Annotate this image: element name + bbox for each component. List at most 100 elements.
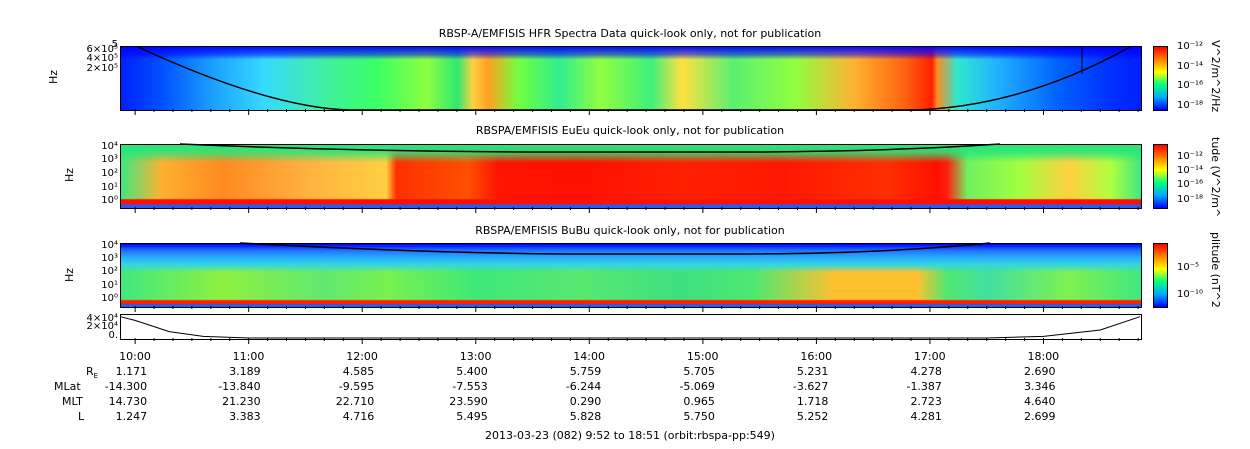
- panel1-xticks: [134, 109, 1139, 115]
- ephem-value: 4.281: [910, 410, 942, 423]
- ephem-value: 0.965: [683, 395, 715, 408]
- panel2-xticks: [134, 207, 1139, 213]
- panel1-cbar-label: V^2/m^2/Hz: [1209, 40, 1222, 113]
- ephem-label-re: RE: [86, 365, 99, 381]
- ephem-value: 22.710: [335, 395, 375, 408]
- ephem-value: -3.627: [792, 380, 829, 393]
- panel1-spectrogram: [120, 46, 1142, 111]
- panel1-cbar-tick: 10⁻¹⁴: [1177, 61, 1204, 72]
- panel3-colorbar: [1153, 243, 1168, 308]
- panel2-cbar-label: tude (V^2/m^: [1209, 137, 1222, 218]
- panel2-ytick: 10²: [101, 168, 118, 179]
- panel4-ytick: 2×10⁴: [86, 321, 118, 332]
- panel3-title: RBSPA/EMFISIS BuBu quick-look only, not …: [475, 224, 785, 237]
- panel2-ytick: 10³: [101, 154, 118, 165]
- ephem-value: 21.230: [222, 395, 261, 408]
- ephem-value: -6.244: [565, 380, 602, 393]
- x-tick-label: 13:00: [459, 350, 492, 363]
- panel4-series-line: [120, 316, 1141, 339]
- ephem-value: 2.699: [1023, 410, 1056, 423]
- panel4-xticks: [134, 338, 1139, 344]
- panel4-ytick: 4×10⁴: [86, 313, 118, 324]
- panel4-line-chart: [120, 316, 1141, 339]
- ephem-label-mlat: MLat: [54, 380, 81, 393]
- panel3-ytick: 10⁴: [101, 240, 118, 251]
- panel1-ytick: 2×10⁵: [86, 63, 118, 74]
- panel1-cbar-tick: 10⁻¹⁸: [1177, 100, 1204, 111]
- ephem-value: 23.590: [449, 395, 488, 408]
- ephem-value: 0.290: [569, 395, 602, 408]
- panel2-colorbar: [1153, 144, 1168, 209]
- panel1-ytick: 4×10⁵: [86, 53, 118, 64]
- panel3-ytick: 10¹: [101, 280, 118, 291]
- panel1-cbar-tick: 10⁻¹²: [1177, 41, 1204, 52]
- ephem-value: 1.171: [115, 365, 148, 378]
- x-tick-label: 15:00: [686, 350, 719, 363]
- ephem-label-l: L: [78, 410, 85, 423]
- ephem-value: 14.730: [108, 395, 148, 408]
- panel3-ytick: 10³: [101, 253, 118, 264]
- ephem-value: 1.718: [796, 395, 829, 408]
- panel4-ytick: 0.: [108, 330, 118, 341]
- panel3-cbar-tick: 10⁻⁵: [1177, 262, 1200, 273]
- panel1-plasma-line: [137, 46, 1131, 111]
- ephem-value: -14.300: [104, 380, 148, 393]
- ephem-value: 4.640: [1023, 395, 1056, 408]
- panel2-cbar-tick: 10⁻¹²: [1177, 151, 1204, 162]
- ephem-value: 2.690: [1023, 365, 1056, 378]
- panel1-ytick: 5: [111, 39, 118, 50]
- panel1-cbar-tick: 10⁻¹⁶: [1177, 80, 1204, 91]
- ephem-value: 4.585: [342, 365, 375, 378]
- panel1-overlay: [137, 46, 1131, 111]
- ephem-value: 5.495: [456, 410, 488, 423]
- panel3-xticks: [134, 306, 1139, 312]
- panel2-cbar-tick: 10⁻¹⁴: [1177, 165, 1204, 176]
- ephem-value: 5.252: [796, 410, 829, 423]
- panel2-plasma-line: [179, 143, 1001, 153]
- x-tick-label: 18:00: [1027, 350, 1060, 363]
- ephem-value: 5.400: [456, 365, 488, 378]
- x-tick-label: 17:00: [913, 350, 946, 363]
- panel2-ytick: 10¹: [101, 182, 118, 193]
- ephem-value: 5.705: [683, 365, 715, 378]
- ephem-value: -5.069: [679, 380, 715, 393]
- panel3-cbar-label: plitude (nT^2: [1209, 232, 1222, 308]
- panel2-cbar-tick: 10⁻¹⁶: [1177, 179, 1204, 190]
- panel2-ytick: 10⁴: [101, 141, 118, 152]
- ephem-value: 4.278: [910, 365, 942, 378]
- x-tick-label: 14:00: [573, 350, 605, 363]
- panel2-spectrogram: [120, 144, 1142, 209]
- ephem-value: -9.595: [338, 380, 375, 393]
- footer-time-range: 2013-03-23 (082) 9:52 to 18:51 (orbit:rb…: [485, 429, 775, 442]
- ephem-value: 2.723: [910, 395, 942, 408]
- ephem-value: 5.231: [796, 365, 829, 378]
- panel3-overlay: [239, 242, 991, 255]
- ephem-value: 3.189: [229, 365, 261, 378]
- x-tick-label: 16:00: [800, 350, 833, 363]
- panel2-title: RBSPA/EMFISIS EuEu quick-look only, not …: [475, 124, 785, 137]
- ephem-value: 5.828: [569, 410, 602, 423]
- panel1-title: RBSP-A/EMFISIS HFR Spectra Data quick-lo…: [438, 27, 822, 40]
- ephem-value: 5.750: [683, 410, 715, 423]
- panel3-plasma-line: [239, 242, 991, 255]
- ephem-value: 3.383: [229, 410, 261, 423]
- panel1-colorbar: [1153, 46, 1168, 111]
- ephem-label-mlt: MLT: [62, 395, 83, 408]
- ephem-value: 5.759: [569, 365, 602, 378]
- panel3-ytick: 10²: [101, 266, 118, 277]
- panel3-ytick: 10⁰: [101, 293, 118, 304]
- x-tick-label: 11:00: [232, 350, 265, 363]
- ephem-value: 1.247: [115, 410, 148, 423]
- panel4-plot: [120, 314, 1142, 340]
- panel1-ytick: 6×10⁵: [86, 44, 118, 55]
- x-tick-label: 12:00: [346, 350, 378, 363]
- ephem-value: -13.840: [218, 380, 261, 393]
- ephem-value: 3.346: [1023, 380, 1056, 393]
- panel2-cbar-tick: 10⁻¹⁸: [1177, 194, 1204, 205]
- ephem-value: 4.716: [342, 410, 375, 423]
- ephem-value: -7.553: [452, 380, 488, 393]
- ephem-value: -1.387: [906, 380, 942, 393]
- x-tick-label: 10:00: [119, 350, 151, 363]
- panel2-ytick: 10⁰: [101, 195, 118, 206]
- panel3-cbar-tick: 10⁻¹⁰: [1177, 289, 1204, 300]
